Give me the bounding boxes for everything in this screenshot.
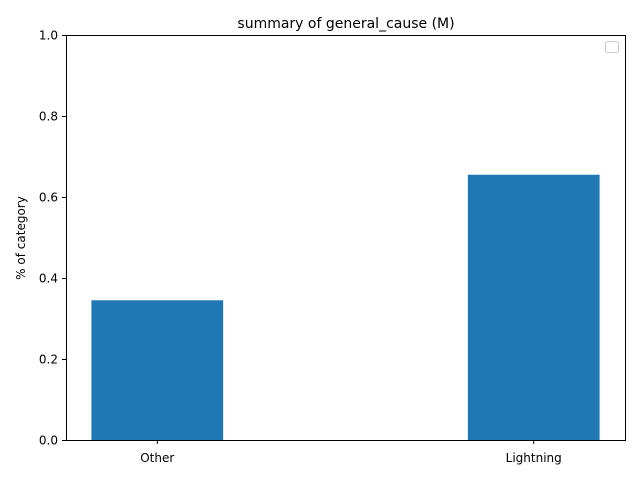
y-tick-label: 1.0 (39, 29, 58, 43)
bar-lightning (467, 174, 600, 440)
bar-other (91, 300, 224, 440)
x-ticks-group: Other Lightning (140, 440, 562, 465)
x-tick-label: Lightning (506, 451, 562, 465)
chart-title: summary of general_cause (M) (237, 16, 454, 32)
y-tick-label: 0.6 (39, 191, 58, 205)
y-axis-label: % of category (14, 196, 28, 280)
plot-frame (66, 35, 626, 441)
legend-box (605, 41, 619, 53)
y-tick-label: 0.0 (39, 434, 58, 448)
y-ticks-group: 0.0 0.2 0.4 0.6 0.8 1.0 (39, 29, 66, 448)
bars-group (91, 174, 600, 440)
y-tick-label: 0.4 (39, 272, 58, 286)
x-tick-label: Other (140, 451, 174, 465)
y-tick-label: 0.2 (39, 353, 58, 367)
y-tick-label: 0.8 (39, 110, 58, 124)
